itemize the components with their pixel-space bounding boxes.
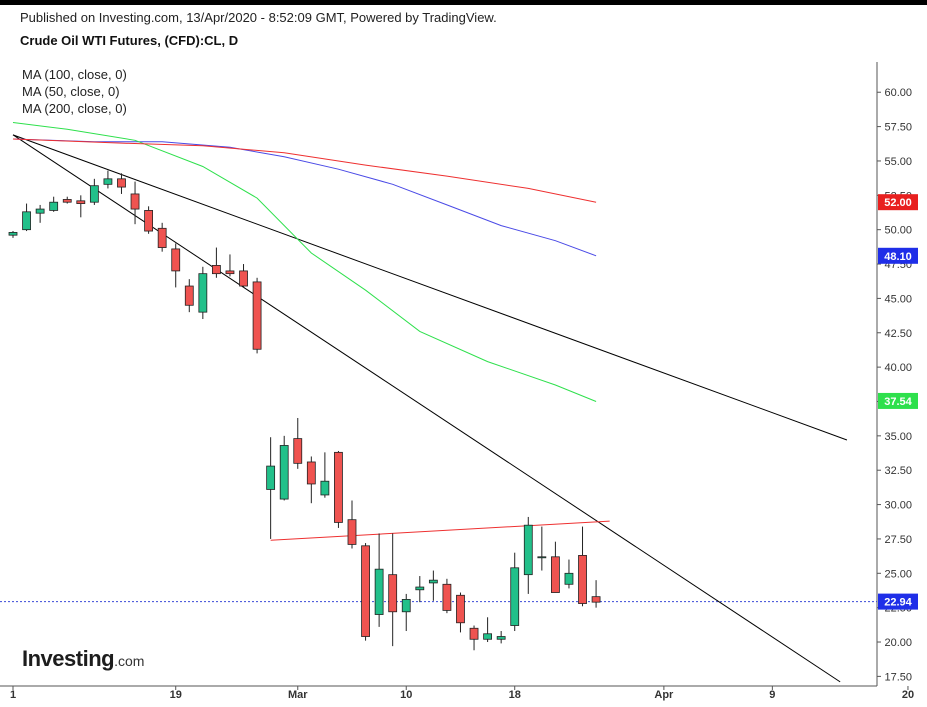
- y-tick-label: 55.00: [884, 156, 912, 168]
- chart-title: Crude Oil WTI Futures, (CFD):CL, D: [20, 33, 239, 48]
- x-tick-label: Mar: [288, 689, 308, 701]
- x-tick-label: 18: [509, 689, 521, 701]
- y-tick-label: 17.50: [884, 671, 912, 683]
- indicator-ma100[interactable]: MA (100, close, 0): [22, 67, 127, 82]
- ma-line-2[interactable]: [12, 122, 597, 402]
- candle-body[interactable]: [496, 636, 506, 640]
- candle-body[interactable]: [8, 232, 18, 236]
- y-tick-label: 32.50: [884, 465, 912, 477]
- candle-body[interactable]: [510, 567, 520, 626]
- y-tick-label: 27.50: [884, 534, 912, 546]
- candle-body[interactable]: [469, 627, 479, 640]
- candle-body[interactable]: [130, 193, 140, 210]
- y-tick-label: 35.00: [884, 431, 912, 443]
- indicator-ma50[interactable]: MA (50, close, 0): [22, 84, 120, 99]
- candle-body[interactable]: [551, 556, 560, 593]
- candle-body[interactable]: [144, 210, 154, 232]
- y-tick-label: 57.50: [884, 122, 912, 134]
- candle-body[interactable]: [388, 574, 398, 613]
- candle-body[interactable]: [22, 211, 31, 231]
- candle-body[interactable]: [117, 178, 126, 188]
- price-tag-1: [878, 194, 918, 211]
- indicator-ma200[interactable]: MA (200, close, 0): [22, 101, 127, 116]
- candle-body[interactable]: [184, 285, 194, 306]
- x-tick-label: 1: [10, 689, 16, 701]
- published-note: Published on Investing.com, 13/Apr/2020 …: [20, 10, 497, 25]
- candle-body[interactable]: [49, 201, 59, 211]
- candle-body[interactable]: [442, 583, 452, 611]
- candle-body[interactable]: [591, 596, 601, 603]
- candle-body[interactable]: [361, 545, 370, 637]
- candle-body[interactable]: [266, 465, 276, 490]
- candle-body[interactable]: [171, 248, 181, 272]
- candle-body[interactable]: [374, 568, 384, 615]
- x-tick-label: 9: [769, 689, 775, 701]
- top-border: [0, 0, 927, 5]
- candle-body[interactable]: [103, 178, 113, 185]
- ma-line-3[interactable]: [12, 138, 597, 203]
- x-tick-label: 19: [170, 689, 182, 701]
- candle-body[interactable]: [401, 599, 411, 613]
- trendline-3[interactable]: [270, 520, 610, 541]
- y-tick-label: 60.00: [884, 87, 912, 99]
- price-tag-label: 37.54: [884, 396, 912, 408]
- candle-body[interactable]: [415, 586, 425, 591]
- candle-body[interactable]: [347, 519, 357, 545]
- price-tag-2: [878, 247, 918, 264]
- candle-body[interactable]: [428, 579, 438, 584]
- price-tag-3: [878, 392, 918, 409]
- candle-body[interactable]: [239, 270, 248, 287]
- y-tick-label: 50.00: [884, 225, 912, 237]
- candle-body[interactable]: [293, 438, 303, 464]
- y-tick-label: 25.00: [884, 568, 912, 580]
- candle-body[interactable]: [35, 208, 45, 214]
- y-tick-label: 42.50: [884, 328, 912, 340]
- y-tick-label: 20.00: [884, 637, 912, 649]
- candle-body[interactable]: [198, 273, 208, 313]
- trendline-1[interactable]: [12, 134, 848, 441]
- investing-logo: Investing.com: [22, 646, 145, 671]
- price-tag-label: 48.10: [884, 251, 912, 263]
- candle-body[interactable]: [334, 451, 343, 523]
- candle-body[interactable]: [76, 200, 86, 204]
- candle-body[interactable]: [564, 572, 574, 585]
- y-tick-label: 40.00: [884, 362, 912, 374]
- candle-body[interactable]: [537, 556, 547, 559]
- x-tick-label: 10: [400, 689, 412, 701]
- candle-body[interactable]: [252, 281, 262, 350]
- candle-body[interactable]: [306, 461, 316, 485]
- candle-body[interactable]: [456, 594, 465, 624]
- price-tag-4: [878, 593, 918, 610]
- price-tag-label: 52.00: [884, 197, 912, 209]
- candle-body[interactable]: [211, 265, 221, 275]
- candle-body[interactable]: [89, 185, 99, 203]
- candle-body[interactable]: [279, 445, 289, 500]
- x-tick-label: 20: [902, 689, 914, 701]
- ma-line-1[interactable]: [12, 138, 597, 257]
- candle-body[interactable]: [320, 480, 330, 496]
- candle-body[interactable]: [578, 555, 587, 604]
- price-tag-label: 22.94: [884, 597, 912, 609]
- x-tick-label: Apr: [654, 689, 674, 701]
- candle-body[interactable]: [523, 524, 533, 576]
- candle-body[interactable]: [157, 227, 167, 248]
- y-tick-label: 45.00: [884, 293, 912, 305]
- candle-body[interactable]: [225, 270, 235, 275]
- candle-body[interactable]: [483, 633, 493, 640]
- candle-body[interactable]: [62, 199, 72, 203]
- trendline-2[interactable]: [12, 134, 841, 683]
- y-tick-label: 30.00: [884, 500, 912, 512]
